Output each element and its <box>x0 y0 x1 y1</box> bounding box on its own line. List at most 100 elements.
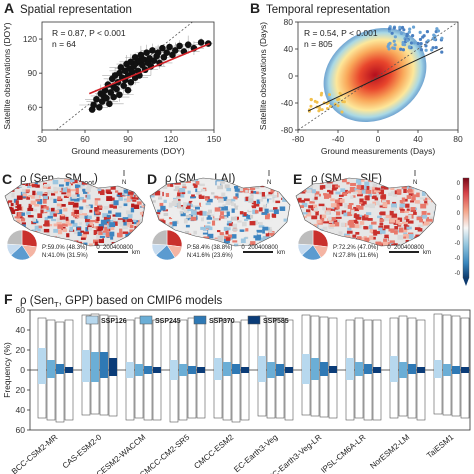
map-cell <box>267 194 273 198</box>
map-cell <box>139 196 145 200</box>
map-cell <box>383 216 389 221</box>
map-cell <box>55 187 62 191</box>
panel-a-x-tick-label: 90 <box>123 134 133 144</box>
panel-b-point <box>342 100 346 104</box>
map-cell <box>28 195 34 198</box>
north-arrow-icon: N <box>413 180 417 186</box>
map-cell <box>205 202 211 206</box>
map-cell <box>77 231 82 237</box>
map-cell <box>10 207 14 211</box>
map-cell <box>427 212 431 215</box>
map-cell <box>383 238 388 243</box>
bar-negative-significant <box>276 370 284 376</box>
map-cell <box>94 207 98 212</box>
map-cell <box>422 234 427 238</box>
map-cell <box>176 206 182 212</box>
map-cell <box>420 178 424 181</box>
map-cell <box>400 209 405 212</box>
map-cell <box>123 221 127 227</box>
bar-positive-significant <box>91 352 99 370</box>
map-cell <box>199 210 203 216</box>
panel-a-x-tick-label: 120 <box>164 134 178 144</box>
map-cell <box>109 231 115 237</box>
map-cell <box>104 226 110 231</box>
map-cell <box>321 214 327 219</box>
map-cell <box>347 204 352 209</box>
map-cell <box>200 216 204 222</box>
map-cell <box>244 218 249 222</box>
map-cell <box>414 200 420 204</box>
panel-b-point <box>315 100 319 104</box>
map-cell <box>390 207 397 211</box>
colorbar-tick-label: 0 <box>457 211 461 217</box>
map-cell <box>62 223 68 227</box>
panel-b-point <box>320 108 324 112</box>
bar-positive-significant <box>126 362 134 370</box>
map-cell <box>391 243 396 246</box>
map-cell <box>378 203 385 207</box>
scale-bar-tick: 200 <box>103 245 114 251</box>
bar-negative-outline <box>108 369 118 417</box>
map-cell <box>338 231 343 235</box>
map-cell <box>62 187 68 193</box>
map-cell <box>136 185 141 189</box>
map-panel-letter: E <box>293 171 302 187</box>
map-cell <box>383 225 390 229</box>
north-arrow-icon: N <box>122 180 126 186</box>
map-cell <box>393 179 399 184</box>
map-cell <box>137 241 141 245</box>
panel-b-point <box>419 42 423 46</box>
panel-b-point <box>398 25 402 29</box>
map-cell <box>122 217 129 220</box>
map-cell <box>391 213 398 218</box>
map-cell <box>387 182 393 188</box>
colorbar-tick-label: -0 <box>455 241 461 247</box>
map-cell <box>383 185 389 190</box>
map-cell <box>434 188 436 191</box>
map-cell <box>393 217 400 221</box>
map-cell <box>111 201 116 205</box>
bar-negative-significant <box>56 370 64 374</box>
map-cell <box>286 185 290 190</box>
map-cell <box>423 188 429 191</box>
panel-b-point <box>402 28 406 32</box>
map-negative-share: N:41.0% (31.5%) <box>42 253 88 259</box>
bar-positive-significant <box>65 367 73 370</box>
map-cell <box>397 217 403 222</box>
map-cell <box>270 189 275 193</box>
map-cell <box>358 185 364 190</box>
map-cell <box>17 212 22 217</box>
map-cell <box>236 185 242 189</box>
panel-b-xlabel: Ground measurements (Days) <box>321 146 435 156</box>
panel-a-point <box>159 44 166 52</box>
map-cell <box>303 198 310 202</box>
map-cell <box>13 182 19 187</box>
map-cell <box>311 215 318 220</box>
map-cell <box>153 213 157 218</box>
panel-b-ylabel: Satellite observations (Days) <box>258 22 268 130</box>
map-cell <box>354 224 360 229</box>
panel-a-y-tick-label: 90 <box>28 68 38 78</box>
map-cell <box>394 230 398 235</box>
panel-b-point <box>336 104 340 108</box>
map-cell <box>391 203 397 209</box>
map-cell <box>34 181 38 186</box>
map-cell <box>280 188 284 192</box>
map-cell <box>214 195 219 199</box>
scale-bar-rule <box>243 251 273 253</box>
map-cell <box>94 241 98 246</box>
map-cell <box>26 211 31 215</box>
map-cell <box>323 193 330 199</box>
panel-a: A Spatial representation R = 0.87, P < 0… <box>2 0 221 156</box>
map-cell <box>419 197 426 200</box>
bar-positive-significant <box>399 362 407 370</box>
map-cell <box>44 222 50 227</box>
map-cell <box>245 228 249 232</box>
map-cell <box>196 239 203 245</box>
map-cell <box>366 212 372 216</box>
panel-b-point <box>412 41 416 45</box>
map-cell <box>127 222 133 225</box>
map-cell <box>243 184 248 188</box>
map-cell <box>103 206 109 210</box>
map-cell <box>206 198 213 203</box>
